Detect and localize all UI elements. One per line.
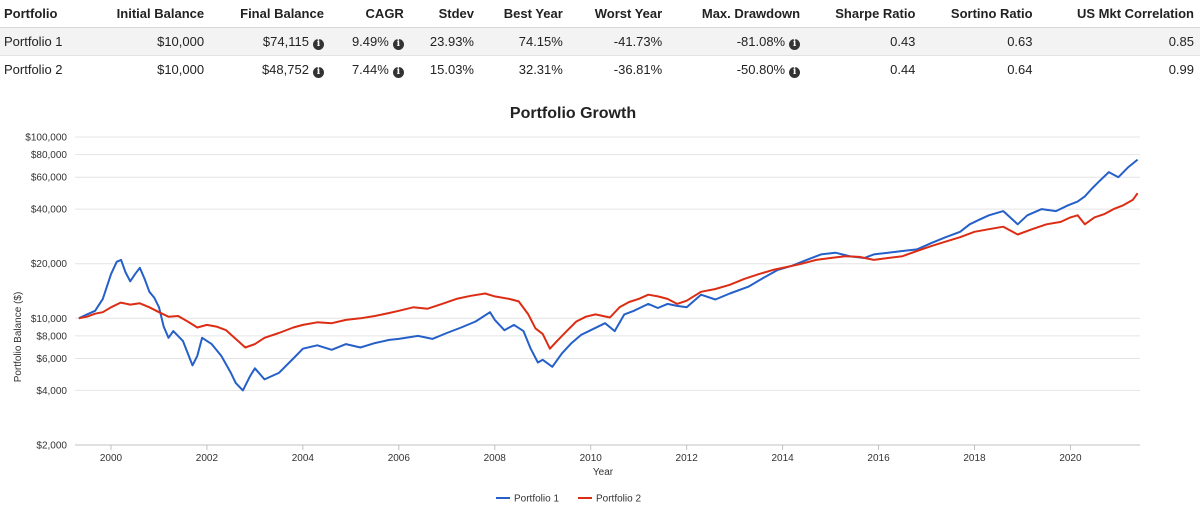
cagr-cell: 9.49% i	[329, 27, 410, 56]
header-cagr: CAGR	[329, 0, 410, 28]
sortino-ratio: 0.63	[921, 27, 1039, 56]
header-final-balance: Final Balance	[210, 0, 330, 28]
stdev: 23.93%	[409, 27, 480, 56]
y-axis-label: Portfolio Balance ($)	[13, 292, 24, 383]
x-tick-label: 2000	[100, 453, 123, 464]
y-tick-label: $10,000	[31, 314, 68, 325]
final-balance: $74,115	[262, 33, 309, 49]
y-tick-label: $100,000	[25, 133, 67, 144]
header-sharpe-ratio: Sharpe Ratio	[806, 0, 922, 28]
portfolio-growth-chart: Portfolio Growth $2,000 $4,000 $6,000 $8,00…	[13, 105, 1140, 505]
info-icon[interactable]: i	[789, 66, 801, 78]
cagr: 7.44%	[351, 61, 389, 77]
info-icon[interactable]: i	[312, 66, 324, 78]
x-tick-label: 2014	[771, 453, 794, 464]
us-mkt-correlation: 0.99	[1168, 62, 1194, 77]
y-tick-label: $20,000	[31, 259, 68, 270]
info-icon[interactable]: i	[312, 38, 324, 50]
stats-header-row: Portfolio Initial Balance Final Balance …	[0, 0, 1200, 28]
x-tick-label: 2012	[676, 453, 699, 464]
legend-label-portfolio-1: Portfolio 1	[514, 494, 559, 505]
table-row: Portfolio 2 $10,000 $48,752 i 7.44% i 15.0…	[0, 56, 1200, 84]
x-tick-label: 2018	[963, 453, 986, 464]
y-tick-label: $4,000	[36, 386, 67, 397]
worst-year: -36.81%	[613, 62, 663, 77]
header-stdev: Stdev	[409, 0, 480, 28]
max-drawdown-cell: -50.80% i	[668, 56, 806, 84]
header-initial-balance: Initial Balance	[85, 0, 211, 28]
table-row: Portfolio 1 $10,000 $74,115 i 9.49% i 23.9…	[0, 27, 1200, 56]
stats-table: Portfolio Initial Balance Final Balance …	[0, 0, 1200, 83]
y-tick-label: $60,000	[31, 173, 68, 184]
info-icon[interactable]: i	[392, 38, 404, 50]
series-line-portfolio-1	[78, 158, 1139, 392]
header-worst-year: Worst Year	[568, 0, 669, 28]
info-icon[interactable]: i	[789, 38, 801, 50]
final-balance: $48,752	[261, 61, 309, 77]
chart-title: Portfolio Growth	[510, 105, 636, 122]
header-max-drawdown: Max. Drawdown	[668, 0, 807, 28]
legend-label-portfolio-2: Portfolio 2	[596, 494, 641, 505]
us-mkt-correlation: 0.85	[1038, 27, 1200, 56]
y-tick-label: $80,000	[31, 150, 68, 161]
x-tick-label: 2020	[1059, 453, 1082, 464]
final-balance-cell: $48,752 i	[210, 56, 330, 84]
y-tick-label: $40,000	[31, 205, 68, 216]
worst-year: -41.73%	[568, 27, 669, 56]
stdev: 15.03%	[429, 62, 474, 77]
sortino-ratio: 0.64	[1007, 62, 1033, 77]
header-best-year: Best Year	[479, 0, 569, 28]
grid-lines	[75, 136, 1140, 446]
cagr: 9.49%	[351, 33, 389, 49]
x-tick-label: 2010	[580, 453, 603, 464]
max-drawdown: -50.80%	[736, 61, 786, 77]
axes: $2,000 $4,000 $6,000 $8,000 $10,000 $20,000 $4…	[25, 133, 1140, 464]
info-icon[interactable]: i	[392, 66, 404, 78]
max-drawdown: -81.08%	[736, 33, 786, 49]
portfolio-name: Portfolio 1	[0, 27, 86, 56]
x-tick-label: 2006	[388, 453, 411, 464]
best-year: 32.31%	[518, 62, 563, 77]
y-tick-label: $8,000	[36, 331, 67, 342]
header-sortino-ratio: Sortino Ratio	[921, 0, 1039, 28]
y-tick-label: $2,000	[36, 441, 67, 452]
header-us-mkt-correlation: US Mkt Correlation	[1038, 0, 1200, 28]
initial-balance: $10,000	[85, 27, 211, 56]
legend: Portfolio 1 Portfolio 2	[496, 494, 641, 505]
series-lines	[78, 158, 1139, 392]
y-tick-label: $6,000	[36, 354, 67, 365]
x-tick-label: 2008	[484, 453, 507, 464]
cagr-cell: 7.44% i	[330, 56, 410, 84]
max-drawdown-cell: -81.08% i	[668, 27, 807, 56]
sharpe-ratio: 0.43	[806, 27, 922, 56]
final-balance-cell: $74,115 i	[210, 27, 330, 56]
header-portfolio: Portfolio	[0, 0, 86, 28]
best-year: 74.15%	[479, 27, 569, 56]
x-tick-label: 2002	[196, 453, 219, 464]
x-axis-label: Year	[593, 467, 614, 478]
sharpe-ratio: 0.44	[890, 62, 916, 77]
initial-balance: $10,000	[157, 62, 205, 77]
portfolio-name: Portfolio 2	[4, 62, 63, 77]
x-tick-label: 2004	[292, 453, 315, 464]
x-tick-label: 2016	[867, 453, 890, 464]
series-line-portfolio-2	[78, 192, 1139, 350]
